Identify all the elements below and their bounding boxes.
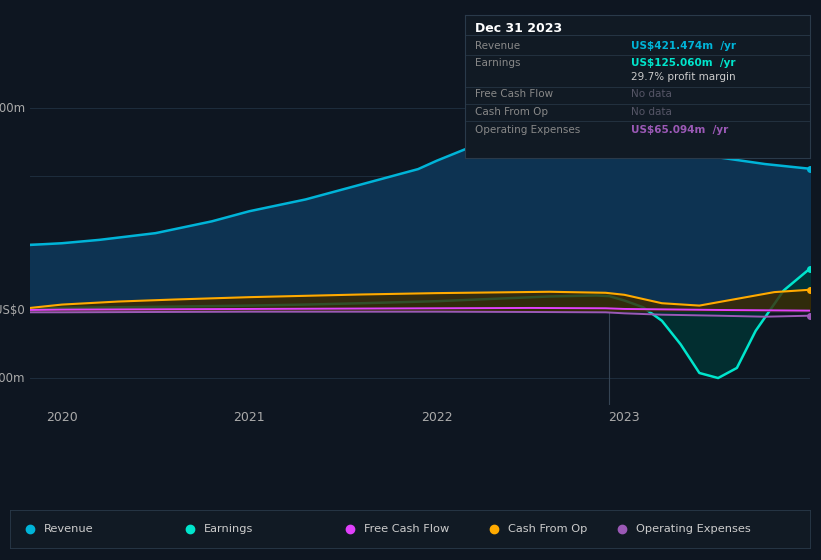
Text: Cash From Op: Cash From Op (475, 106, 548, 116)
Text: Earnings: Earnings (475, 58, 521, 68)
Text: Cash From Op: Cash From Op (507, 524, 587, 534)
Text: Operating Expenses: Operating Expenses (635, 524, 750, 534)
Text: 29.7% profit margin: 29.7% profit margin (631, 72, 736, 82)
Text: Free Cash Flow: Free Cash Flow (475, 90, 553, 99)
Text: Revenue: Revenue (475, 41, 521, 51)
Text: No data: No data (631, 90, 672, 99)
Text: Operating Expenses: Operating Expenses (475, 125, 580, 135)
Text: Revenue: Revenue (44, 524, 94, 534)
Text: US$125.060m  /yr: US$125.060m /yr (631, 58, 735, 68)
Text: Dec 31 2023: Dec 31 2023 (475, 22, 562, 35)
Text: -US$200m: -US$200m (0, 371, 25, 385)
Text: No data: No data (631, 106, 672, 116)
Text: US$600m: US$600m (0, 102, 25, 115)
Text: US$421.474m  /yr: US$421.474m /yr (631, 41, 736, 51)
Text: US$65.094m  /yr: US$65.094m /yr (631, 125, 728, 135)
Text: US$0: US$0 (0, 304, 25, 317)
Text: Earnings: Earnings (204, 524, 253, 534)
Text: Free Cash Flow: Free Cash Flow (364, 524, 449, 534)
